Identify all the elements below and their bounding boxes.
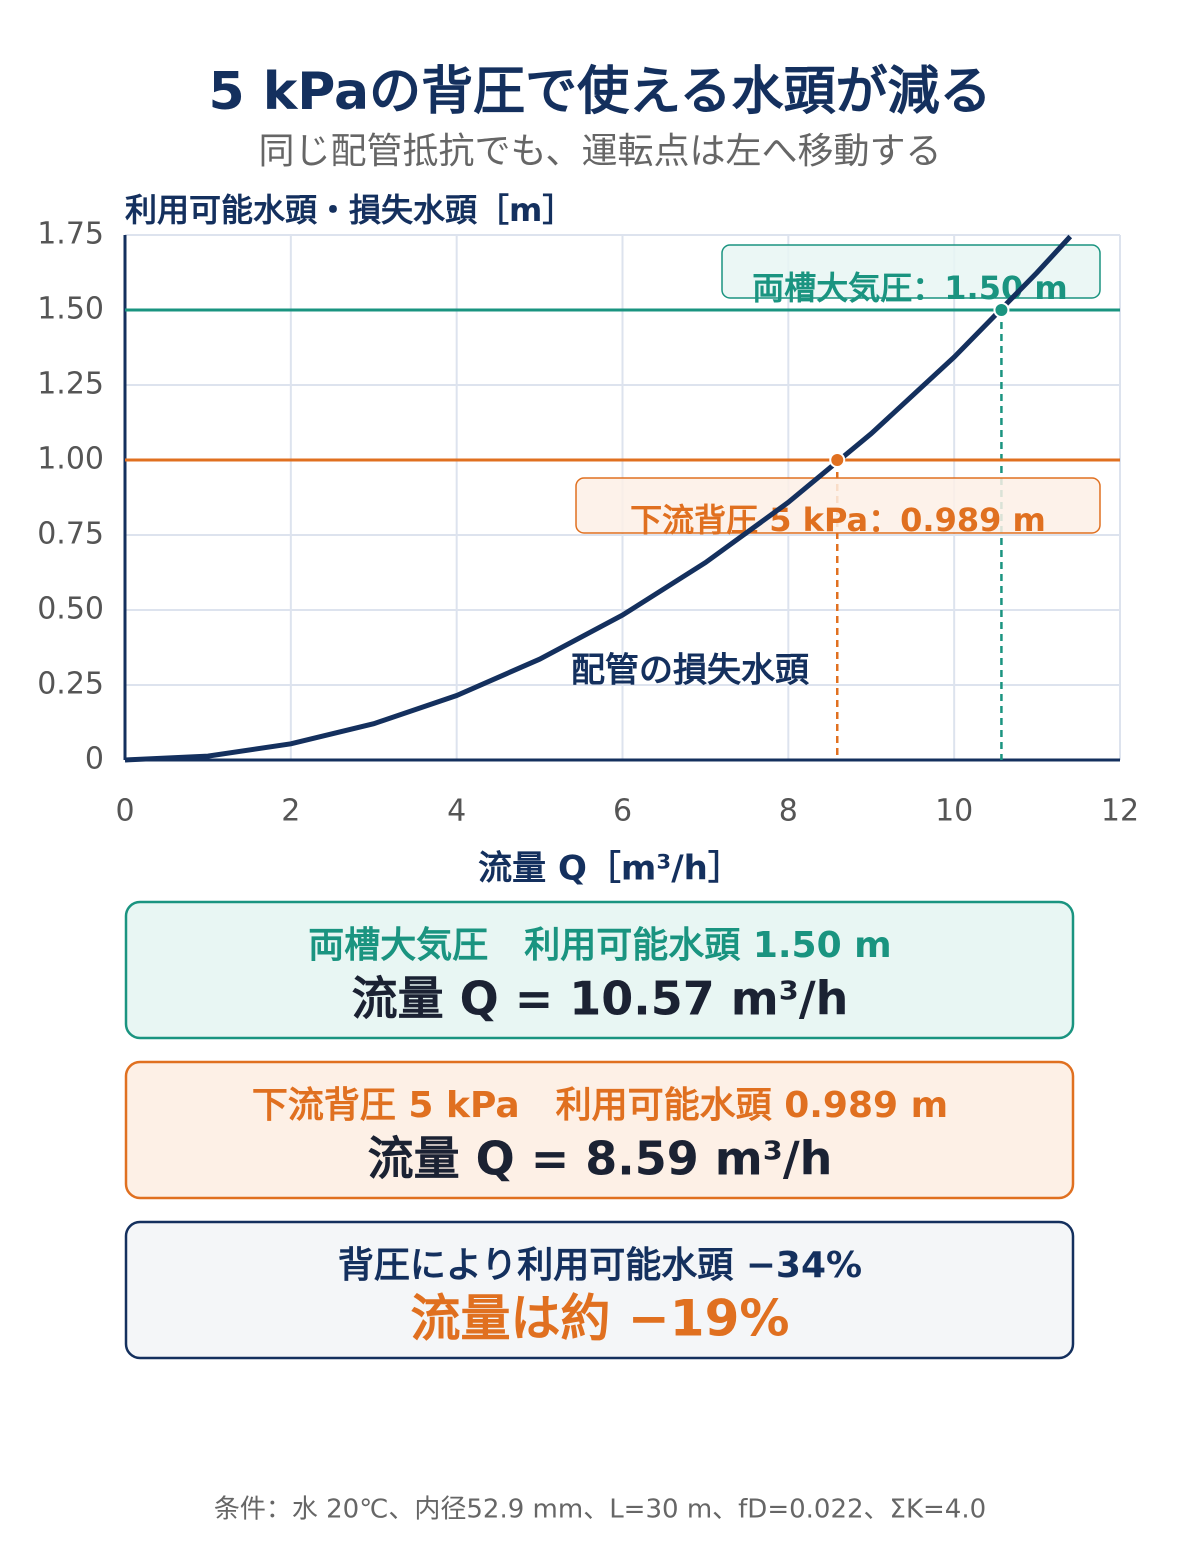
x-tick-label: 0 (115, 794, 134, 829)
y-tick-label: 0.25 (37, 667, 104, 702)
x-tick-label: 6 (613, 794, 632, 829)
card-value: 流量 Q = 10.57 m³/h (352, 972, 849, 1026)
card-value: 流量は約 −19% (411, 1290, 790, 1348)
operating-point (993, 302, 1010, 318)
annotation: 両槽大気圧：1.50 m (752, 269, 1067, 307)
x-tick-label: 4 (447, 794, 466, 829)
y-tick-label: 0.50 (37, 592, 104, 627)
card-heading: 背圧により利用可能水頭 −34% (338, 1245, 862, 1286)
operating-point (829, 452, 846, 468)
y-tick-label: 1.75 (37, 217, 104, 252)
chart-subtitle: 同じ配管抵抗でも、運転点は左へ移動する (259, 131, 942, 172)
line (124, 234, 1073, 763)
y-tick-label: 0 (85, 742, 104, 777)
y-tick-label: 1.25 (37, 367, 104, 402)
x-tick-label: 10 (935, 794, 973, 829)
chart-title: 5 kPaの背圧で使える水頭が減る (208, 62, 991, 122)
card-heading: 両槽大気圧 利用可能水頭 1.50 m (308, 925, 891, 966)
y-axis-title: 利用可能水頭・損失水頭［m］ (125, 191, 574, 229)
y-tick-label: 1.00 (37, 442, 104, 477)
x-tick-label: 12 (1101, 794, 1139, 829)
x-axis-title: 流量 Q［m³/h］ (478, 849, 742, 889)
annotation: 下流背圧 5 kPa：0.989 m (630, 501, 1046, 539)
x-tick-label: 2 (281, 794, 300, 829)
card-heading: 下流背圧 5 kPa 利用可能水頭 0.989 m (252, 1085, 948, 1126)
series-label: 配管の損失水頭 (571, 651, 810, 691)
info-card (124, 900, 1075, 1040)
info-card (124, 1060, 1075, 1200)
annotation-box (721, 244, 1101, 299)
card-value: 流量 Q = 8.59 m³/h (368, 1132, 833, 1186)
y-tick-label: 1.50 (37, 292, 104, 327)
footnote: 条件：水 20℃、内径52.9 mm、L=30 m、fD=0.022、ΣK=4.… (214, 1495, 986, 1525)
annotation-box (575, 477, 1101, 534)
info-card (124, 1220, 1075, 1360)
y-tick-label: 0.75 (37, 517, 104, 552)
x-tick-label: 8 (779, 794, 798, 829)
